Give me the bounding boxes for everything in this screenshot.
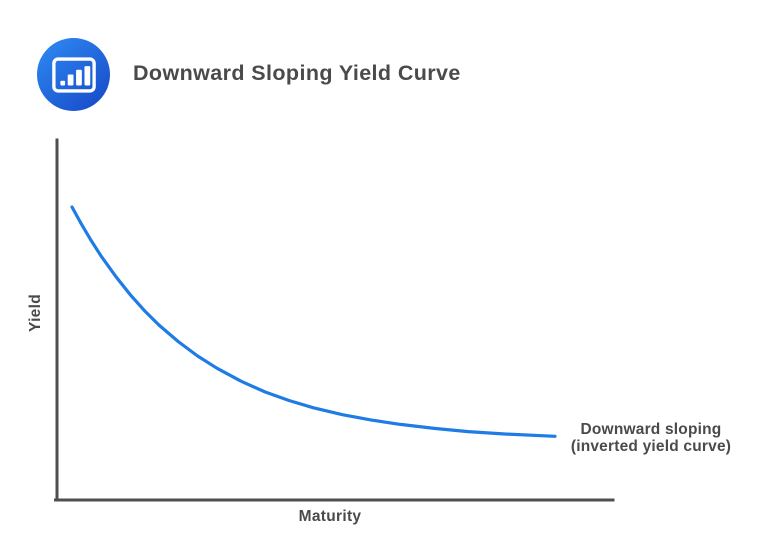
page-title: Downward Sloping Yield Curve <box>133 61 461 85</box>
annotation-line-1: Downward sloping <box>580 421 722 438</box>
y-axis-label: Yield <box>27 294 44 332</box>
annotation-line-2: (inverted yield curve) <box>570 438 732 455</box>
x-axis-label: Maturity <box>298 508 362 525</box>
yield-curve-line <box>70 205 557 438</box>
curve-annotation: Downward sloping (inverted yield curve) <box>562 421 740 455</box>
bar-chart-icon <box>51 56 96 93</box>
logo <box>37 38 110 111</box>
